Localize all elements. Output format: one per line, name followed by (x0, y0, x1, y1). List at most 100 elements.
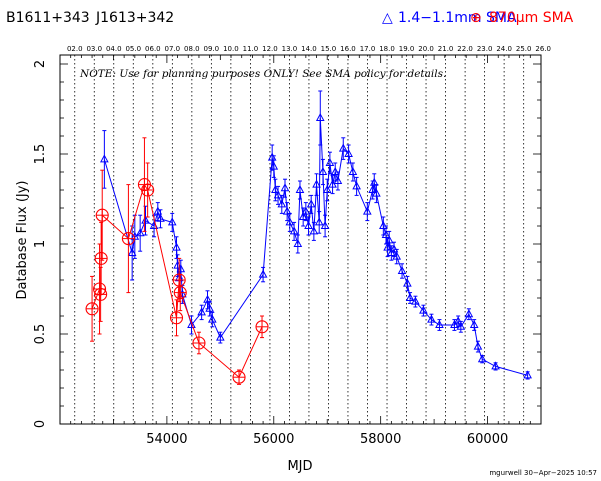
data-point (469, 319, 479, 328)
legend: △ 1.4−1.1mm SMA ⊕ 870μm SMA (382, 10, 574, 26)
data-point (156, 213, 165, 222)
top-axis-label: 08.0 (184, 45, 200, 53)
data-point (314, 217, 324, 226)
top-axis-label: 25.0 (516, 45, 532, 53)
data-point (271, 184, 280, 193)
y-tick-label: 0 (33, 420, 48, 428)
data-point (379, 220, 388, 229)
data-point (333, 175, 343, 184)
data-point (167, 217, 177, 226)
data-point (403, 278, 412, 287)
top-axis-label: 03.0 (86, 45, 102, 53)
data-point (215, 332, 225, 341)
data-point (362, 206, 372, 215)
top-axis-label: 14.0 (301, 45, 317, 53)
series-blue-mm (100, 90, 532, 380)
y-tick-label: 2 (33, 60, 48, 68)
data-point (277, 199, 287, 208)
data-point (372, 188, 381, 197)
legend-symbol-red: ⊕ (470, 10, 482, 26)
data-point (207, 314, 217, 323)
data-point (295, 184, 305, 193)
top-axis-label: 11.0 (243, 45, 259, 53)
data-point (298, 211, 308, 220)
plot-frame (59, 54, 542, 425)
data-point (477, 354, 487, 363)
data-point (135, 228, 145, 237)
data-point (389, 244, 399, 253)
source-name: B1611+343 (6, 10, 90, 26)
y-tick-label: 0.5 (33, 324, 48, 345)
top-axis-label: 04.0 (106, 45, 122, 53)
data-point (427, 314, 436, 323)
data-point (369, 177, 379, 186)
data-point (197, 307, 206, 316)
legend-label-blue: 1.4−1.1mm SMA (398, 10, 517, 26)
series-line (103, 117, 528, 376)
data-point (381, 229, 391, 238)
top-axis-label: 23.0 (477, 45, 493, 53)
data-point (352, 181, 361, 190)
legend-label-red: 870μm SMA (489, 10, 574, 26)
data-point (453, 316, 463, 325)
data-point (456, 321, 466, 330)
x-tick-label: 58000 (360, 432, 401, 447)
data-point (127, 247, 137, 256)
x-axis-label: MJD (287, 459, 312, 474)
data-point (258, 269, 268, 278)
data-point (338, 143, 348, 152)
data-series (85, 90, 532, 385)
data-point (405, 292, 415, 301)
year-gridlines (74, 55, 525, 424)
data-point (473, 341, 483, 350)
data-point (312, 179, 321, 188)
data-point (464, 309, 474, 318)
top-axis-label: 02.0 (67, 45, 83, 53)
top-axis-label: 09.0 (204, 45, 220, 53)
data-point (435, 319, 444, 328)
data-point (322, 184, 332, 193)
data-point (273, 190, 283, 199)
top-axis-label: 19.0 (399, 45, 415, 53)
data-point (491, 361, 500, 370)
data-point (282, 206, 292, 215)
data-point (320, 220, 330, 229)
data-point (306, 199, 316, 208)
plot-credit: mgurwell 30−Apr−2025 10:57 (489, 469, 597, 477)
data-point (348, 166, 358, 175)
top-axis-label: 17.0 (360, 45, 376, 53)
top-axis-label: 06.0 (145, 45, 161, 53)
top-axis-labels: 02.0 03.0 04.0 05.0 06.0 07.0 08.0 09.0 10.0 11.0… (67, 45, 551, 53)
planning-note: NOTE: Use for planning purposes ONLY! Se… (79, 68, 446, 80)
data-point (325, 157, 335, 166)
top-axis-label: 07.0 (165, 45, 181, 53)
top-axis-label: 05.0 (125, 45, 141, 53)
data-point (187, 319, 196, 328)
series-red-870um (85, 137, 269, 385)
data-point (205, 303, 214, 312)
data-point (285, 217, 295, 226)
top-axis-label: 21.0 (438, 45, 454, 53)
top-axis-label: 12.0 (262, 45, 278, 53)
data-point (141, 215, 150, 224)
data-point (172, 242, 181, 251)
data-point (392, 251, 402, 260)
data-point (411, 296, 420, 305)
data-point (304, 220, 313, 229)
legend-symbol-blue: △ (382, 10, 393, 26)
data-point (315, 112, 325, 121)
data-point (289, 226, 299, 235)
top-axis-label: 16.0 (340, 45, 356, 53)
data-point (100, 154, 109, 163)
top-axis-label: 18.0 (379, 45, 395, 53)
x-tick-label: 56000 (253, 432, 294, 447)
data-point (301, 206, 311, 215)
data-point (384, 235, 394, 244)
top-axis-label: 15.0 (321, 45, 337, 53)
data-point (419, 305, 428, 314)
y-axis-ticks: 0 0.5 1 1.5 2 (33, 60, 541, 428)
x-tick-label: 60000 (467, 432, 508, 447)
x-tick-label: 54000 (146, 432, 187, 447)
top-axis-label: 26.0 (535, 45, 551, 53)
